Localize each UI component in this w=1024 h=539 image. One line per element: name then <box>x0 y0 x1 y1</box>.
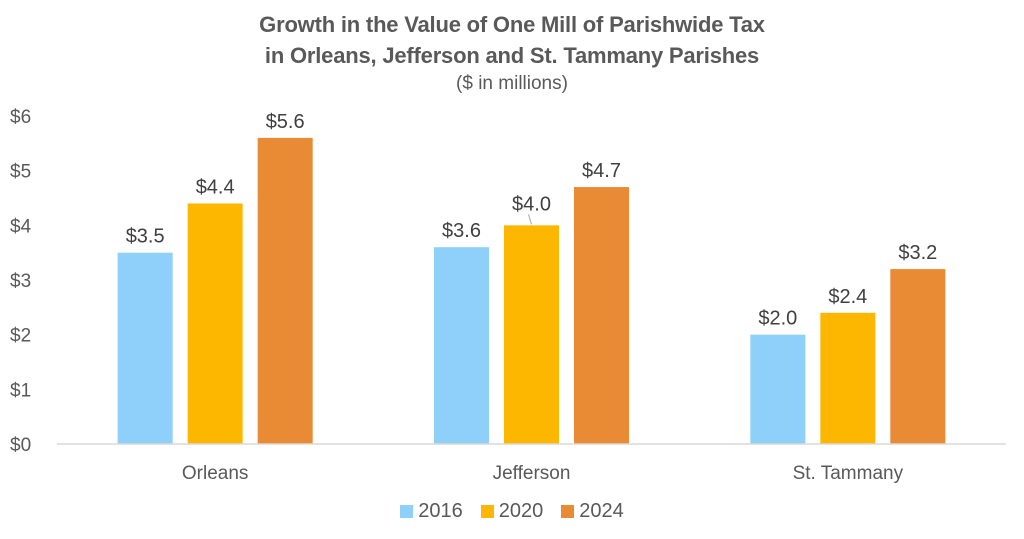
bar-2020-orleans <box>187 203 243 444</box>
legend-item-2016: 2016 <box>400 500 463 523</box>
y-tick-label: $0 <box>10 435 31 456</box>
chart-title-line-2: in Orleans, Jefferson and St. Tammany Pa… <box>264 43 760 68</box>
legend: 2016 2020 2024 <box>0 500 1024 523</box>
data-label: $3.5 <box>126 226 165 248</box>
y-tick-label: $1 <box>10 380 31 401</box>
data-labels: $3.5 $4.4 $5.6 $3.6 $4.0 $4.7 $2.0 $2.4 $3.2 <box>126 111 938 330</box>
bar-2024-sttammany <box>890 269 946 444</box>
legend-swatch <box>561 505 575 518</box>
legend-label: 2020 <box>498 500 544 522</box>
bar-2016-jefferson <box>434 247 489 444</box>
chart-title-line-1: Growth in the Value of One Mill of Paris… <box>259 12 765 37</box>
bar-2024-orleans <box>257 137 313 444</box>
data-label: $4.7 <box>582 160 621 182</box>
bar-2016-orleans <box>117 252 173 444</box>
data-label: $3.2 <box>898 242 937 264</box>
y-tick-label: $5 <box>10 162 31 183</box>
legend-label: 2016 <box>418 500 463 522</box>
legend-label: 2024 <box>579 500 624 522</box>
category-label: Jefferson <box>493 463 571 484</box>
data-label: $4.4 <box>196 176 235 198</box>
leader-line <box>528 214 532 225</box>
category-label: Orleans <box>182 463 249 484</box>
y-tick-label: $4 <box>10 216 32 237</box>
chart-subtitle: ($ in millions) <box>456 73 568 94</box>
bar-2020-sttammany <box>820 312 876 444</box>
legend-item-2020: 2020 <box>480 500 544 523</box>
bar-2024-jefferson <box>574 187 629 445</box>
y-tick-label: $6 <box>10 107 31 128</box>
data-label: $3.6 <box>442 220 481 242</box>
bars <box>117 137 946 445</box>
category-label: St. Tammany <box>793 463 904 484</box>
category-labels: Orleans Jefferson St. Tammany <box>182 463 904 484</box>
legend-swatch <box>480 505 494 518</box>
data-label: $4.0 <box>512 193 551 215</box>
legend-swatch <box>400 505 414 518</box>
legend-item-2024: 2024 <box>561 500 624 523</box>
y-tick-label: $3 <box>10 271 31 292</box>
bar-2016-sttammany <box>750 334 806 444</box>
y-tick-label: $2 <box>10 326 31 347</box>
data-label: $2.0 <box>758 308 797 330</box>
bar-2020-jefferson <box>504 225 559 444</box>
data-label: $2.4 <box>828 286 867 308</box>
y-axis-ticks: $0 $1 $2 $3 $4 $5 $6 <box>10 107 32 456</box>
data-label: $5.6 <box>266 111 305 133</box>
